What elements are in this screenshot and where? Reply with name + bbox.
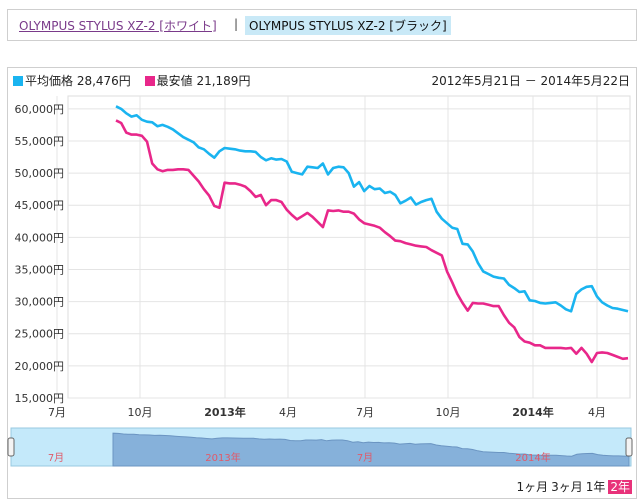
- legend-label-average: 平均価格 28,476円: [25, 74, 131, 88]
- y-tick-label: 20,000円: [15, 360, 65, 373]
- y-tick-label: 25,000円: [15, 328, 65, 341]
- x-tick-label: 7月: [48, 406, 66, 419]
- legend-swatch-minimum: [144, 76, 155, 86]
- y-tick-label: 60,000円: [15, 103, 65, 116]
- date-range: 2012年5月21日 － 2014年5月22日: [431, 74, 630, 88]
- y-tick-label: 35,000円: [15, 263, 65, 276]
- navigator-handle-right[interactable]: [625, 437, 633, 457]
- y-tick-label: 40,000円: [15, 231, 65, 244]
- x-tick-label: 4月: [588, 406, 606, 419]
- chart-frame: [7, 67, 637, 499]
- range-buttons: 1ヶ月 3ヶ月 1年 2年: [513, 478, 632, 495]
- legend-swatch-average: [13, 76, 23, 86]
- navigator-handle-left[interactable]: [7, 437, 15, 457]
- range-button[interactable]: 1ヶ月: [516, 480, 549, 494]
- x-tick-label: 2014年: [512, 405, 554, 419]
- series-line-minimum: [115, 119, 629, 364]
- x-tick-label: 10月: [436, 406, 461, 419]
- navigator-series: [112, 432, 630, 467]
- navigator-label: 2013年: [205, 451, 240, 464]
- navigator-label: 2014年: [515, 451, 550, 464]
- legend-label-minimum: 最安値 21,189円: [156, 74, 251, 88]
- x-tick-label: 4月: [279, 406, 297, 419]
- legend: 平均価格 28,476円 最安値 21,189円: [13, 72, 260, 89]
- navigator-label: 7月: [48, 452, 64, 464]
- range-button[interactable]: 1年: [585, 480, 606, 494]
- range-button[interactable]: 3ヶ月: [551, 480, 583, 494]
- legend-item-minimum: 最安値 21,189円: [144, 74, 251, 88]
- range-button[interactable]: 2年: [608, 480, 632, 494]
- y-tick-label: 55,000円: [15, 135, 65, 148]
- y-tick-label: 30,000円: [15, 296, 65, 309]
- tab-white-variant[interactable]: OLYMPUS STYLUS XZ-2 [ホワイト]: [19, 19, 217, 33]
- y-tick-label: 45,000円: [15, 199, 65, 212]
- tab-separator: |: [234, 17, 239, 31]
- y-tick-label: 50,000円: [15, 167, 65, 180]
- x-tick-label: 7月: [356, 406, 374, 419]
- legend-item-average: 平均価格 28,476円: [13, 74, 131, 88]
- navigator-label: 7月: [357, 452, 373, 464]
- series-line-average: [115, 105, 629, 313]
- x-tick-label: 10月: [128, 406, 153, 419]
- tab-black-variant[interactable]: OLYMPUS STYLUS XZ-2 [ブラック]: [245, 16, 451, 35]
- product-tabs: OLYMPUS STYLUS XZ-2 [ホワイト] | OLYMPUS STY…: [7, 9, 637, 41]
- y-tick-label: 15,000円: [15, 392, 65, 405]
- x-tick-label: 2013年: [204, 405, 246, 419]
